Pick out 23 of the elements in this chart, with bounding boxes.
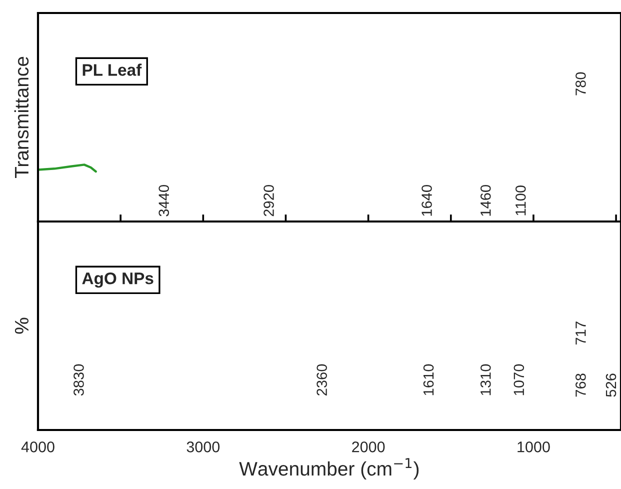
text: AgO NPs [82,272,154,288]
text: 1070 [514,364,524,396]
annotation: 2920 [264,185,274,216]
text: 717 [576,322,586,344]
text: 2360 [316,364,327,396]
x-tick-label: 3000 [186,442,220,452]
text: 780 [576,72,586,96]
annotation: 3440 [158,185,170,216]
text: % [14,318,29,334]
annotation: 1100 [515,186,526,216]
x-tick-label: 4000 [21,442,54,452]
text: PL Leaf [82,64,142,76]
x-tick-label: 1000 [518,442,550,452]
text: 3830 [74,364,84,396]
text: 526 [606,374,616,397]
x-tick-label: 2000 [352,442,385,452]
annotation: 1640 [422,185,432,216]
x-axis-title: Wavenumber (cm$^{−1}$) [239,458,419,480]
text: 768 [576,374,586,397]
text: 1310 [480,364,491,396]
y-axis-title: Transmittance [14,56,29,178]
text: 1610 [423,364,434,396]
annotation: 1460 [480,185,491,216]
